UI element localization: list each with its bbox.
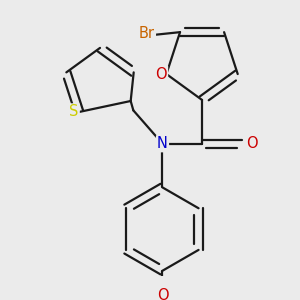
Text: O: O: [246, 136, 258, 151]
Text: S: S: [69, 104, 79, 119]
Text: Br: Br: [139, 26, 155, 41]
Text: N: N: [157, 136, 168, 151]
Text: O: O: [157, 288, 168, 300]
Text: O: O: [155, 67, 167, 82]
